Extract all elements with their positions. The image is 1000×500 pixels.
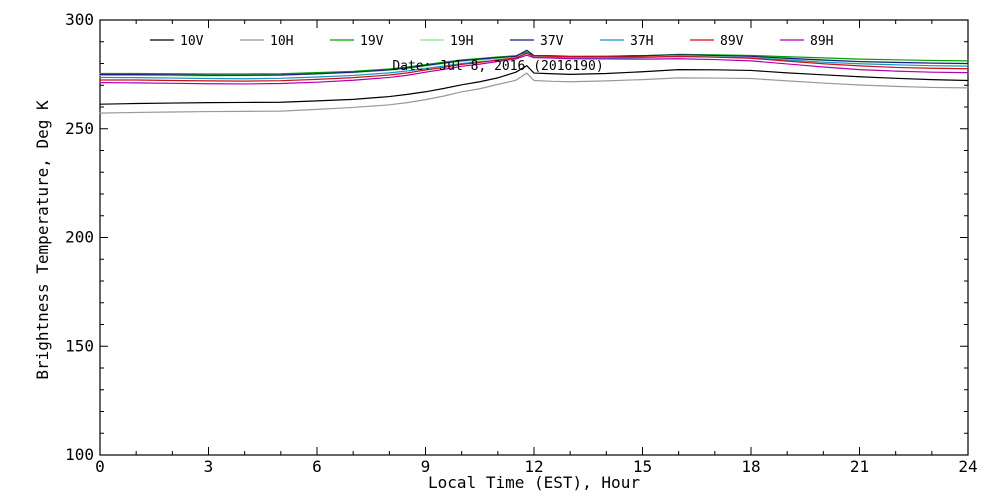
x-axis-ticks: 0 3 6 9 12 15 18 21 24 [95, 20, 978, 476]
legend-label-37v: 37V [540, 34, 564, 49]
y-tick-label-250: 250 [65, 119, 94, 138]
y-tick-label-200: 200 [65, 228, 94, 247]
x-tick-label-24: 24 [958, 457, 977, 476]
y-tick-label-100: 100 [65, 445, 94, 464]
series-line-10h [99, 72, 969, 114]
x-tick-label-15: 15 [633, 457, 652, 476]
legend-label-19h: 19H [450, 34, 473, 49]
x-tick-label-18: 18 [741, 457, 760, 476]
x-tick-label-3: 3 [204, 457, 214, 476]
legend-label-89h: 89H [810, 34, 833, 49]
date-annotation: Date: Jul 8, 2016 (2016190) [392, 59, 603, 74]
series-line-89h [99, 54, 969, 85]
series-line-89v [99, 52, 969, 82]
y-axis-ticks: 100 150 200 250 300 [65, 10, 968, 464]
y-tick-label-300: 300 [65, 10, 94, 29]
x-tick-label-0: 0 [95, 457, 105, 476]
legend-label-19v: 19V [360, 34, 384, 49]
legend-label-89v: 89V [720, 34, 744, 49]
legend-label-10h: 10H [270, 34, 293, 49]
legend: 10V 10H 19V 19H 37V 37H 89V 89H [150, 34, 833, 49]
x-tick-label-12: 12 [524, 457, 543, 476]
x-tick-label-21: 21 [850, 457, 869, 476]
legend-label-37h: 37H [630, 34, 653, 49]
series-layer [99, 49, 969, 114]
y-axis-label: Brightness Temperature, Deg K [33, 100, 52, 380]
x-tick-label-9: 9 [421, 457, 431, 476]
x-axis-label: Local Time (EST), Hour [428, 473, 640, 492]
y-tick-label-150: 150 [65, 336, 94, 355]
x-tick-label-6: 6 [312, 457, 322, 476]
series-line-37v [99, 49, 969, 76]
series-line-10v [99, 65, 969, 105]
legend-label-10v: 10V [180, 34, 204, 49]
